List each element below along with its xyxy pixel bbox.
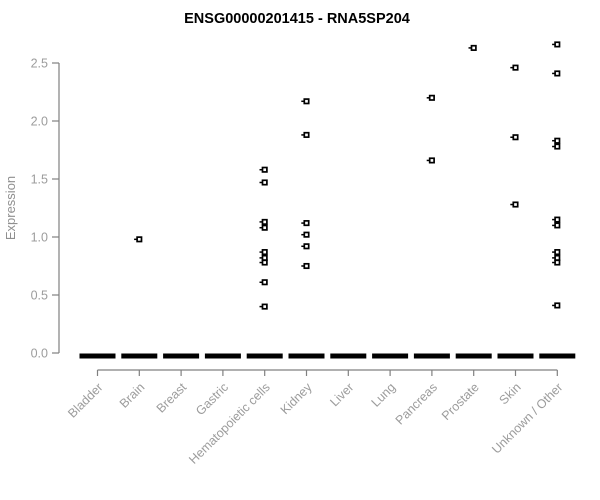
data-point	[261, 279, 268, 286]
x-category-label: Breast	[154, 380, 190, 416]
data-point	[554, 70, 561, 77]
y-tick-label: 0.0	[31, 347, 48, 361]
data-point	[261, 249, 268, 256]
x-category-label: Bladder	[65, 380, 105, 420]
data-point	[303, 243, 310, 250]
zero-expression-dash	[539, 353, 576, 359]
x-category-label: Prostate	[439, 380, 482, 423]
zero-expression-dash	[288, 353, 325, 359]
data-point	[261, 166, 268, 173]
x-category-label: Gastric	[193, 380, 231, 418]
data-point	[261, 254, 268, 261]
zero-expression-dash	[455, 353, 492, 359]
x-category-label: Brain	[117, 380, 148, 411]
data-point	[554, 302, 561, 309]
data-point	[554, 222, 561, 229]
data-point	[512, 64, 519, 71]
data-point	[303, 131, 310, 138]
y-axis-label: Expression	[3, 176, 18, 240]
data-point	[428, 157, 435, 164]
data-point	[512, 201, 519, 208]
data-point	[470, 44, 477, 51]
data-point	[428, 94, 435, 101]
data-point	[303, 220, 310, 227]
data-point	[261, 218, 268, 225]
zero-expression-dash	[372, 353, 409, 359]
y-tick-label: 1.5	[31, 173, 48, 187]
zero-expression-dash	[121, 353, 158, 359]
zero-expression-dash	[413, 353, 450, 359]
zero-expression-dash	[79, 353, 116, 359]
x-category-label: Lung	[369, 380, 399, 410]
data-point	[303, 231, 310, 238]
data-point	[512, 134, 519, 141]
y-tick-label: 2.5	[31, 57, 48, 71]
x-category-label: Liver	[327, 380, 356, 409]
data-point	[261, 259, 268, 266]
zero-expression-dash	[330, 353, 367, 359]
data-point	[554, 259, 561, 266]
data-point	[261, 224, 268, 231]
data-points	[134, 41, 561, 310]
data-point	[554, 41, 561, 48]
y-tick-label: 2.0	[31, 115, 48, 129]
x-category-label: Kidney	[278, 380, 315, 417]
data-point	[554, 143, 561, 150]
data-point	[554, 254, 561, 261]
zero-expression-dash	[246, 353, 283, 359]
x-category-label: Unknown / Other	[489, 380, 565, 456]
zero-expression-dash	[204, 353, 241, 359]
chart-title: ENSG00000201415 - RNA5SP204	[184, 11, 410, 27]
data-point	[261, 303, 268, 310]
zero-expression-dash	[497, 353, 534, 359]
y-tick-label: 1.0	[31, 231, 48, 245]
data-point	[554, 249, 561, 256]
data-point	[303, 98, 310, 105]
x-category-label: Skin	[497, 380, 524, 407]
y-tick-label: 0.5	[31, 289, 48, 303]
axes: 0.0 0.5 1.0 1.5 2.0 2.5 Bladder Brain Breast Gast…	[31, 57, 566, 467]
x-category-label: Pancreas	[393, 380, 440, 427]
data-point	[136, 236, 143, 243]
x-category-label: Hematopoietic cells	[186, 380, 273, 467]
data-point	[554, 216, 561, 223]
data-point	[303, 262, 310, 270]
zero-dashes	[79, 353, 576, 359]
zero-expression-dash	[163, 353, 200, 359]
data-point	[554, 137, 561, 144]
data-point	[261, 179, 268, 186]
